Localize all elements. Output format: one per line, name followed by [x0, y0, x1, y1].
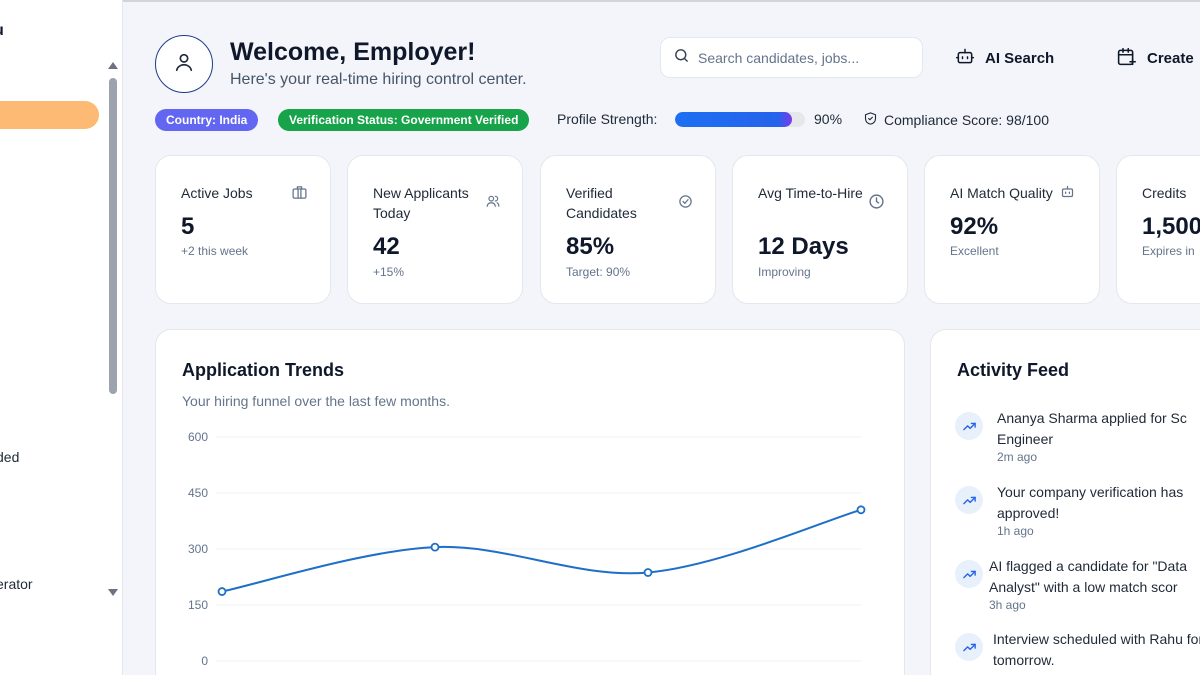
sidebar: u ded erator: [0, 0, 123, 675]
application-trends-card: Application Trends Your hiring funnel ov…: [155, 329, 905, 675]
y-tick-label: 300: [188, 542, 208, 556]
data-point[interactable]: [430, 542, 440, 552]
trending-up-icon: [955, 633, 983, 661]
application-trends-chart: 600 450 300 150 0: [188, 430, 866, 668]
feed-item-text: Interview scheduled with Rahu for tomorr…: [993, 631, 1200, 668]
stat-label: Avg Time-to-Hire: [758, 185, 863, 201]
stat-value: 85%: [566, 233, 615, 260]
feed-item-time: 3h ago: [989, 598, 1026, 612]
y-tick-label: 600: [188, 430, 208, 444]
chart-subtitle: Your hiring funnel over the last few mon…: [182, 393, 450, 409]
data-point[interactable]: [217, 587, 227, 596]
stat-label: Verified Candidates: [566, 185, 637, 221]
country-badge: Country: India: [155, 109, 259, 131]
compliance-score-label: Compliance Score: 98/100: [884, 112, 1049, 128]
sidebar-active-item[interactable]: [0, 101, 99, 129]
stat-note: Excellent: [950, 244, 999, 258]
create-label: Create: [1147, 50, 1194, 67]
bot-icon: [955, 46, 975, 70]
create-button[interactable]: Create: [1116, 46, 1194, 71]
feed-title: Activity Feed: [957, 360, 1070, 380]
stat-card-verified-candidates[interactable]: Verified Candidates 85% Target: 90%: [540, 155, 716, 304]
profile-strength-fill: [675, 112, 792, 127]
check-circle-icon: [678, 194, 693, 214]
stat-value: 5: [181, 213, 195, 240]
window-top-border: [0, 0, 1200, 2]
profile-strength-label: Profile Strength:: [557, 111, 658, 127]
search-icon: [673, 47, 690, 69]
calendar-plus-icon: [1116, 46, 1137, 71]
feed-item-time: 2m ago: [997, 450, 1038, 464]
shield-check-icon: [863, 111, 878, 129]
search-input[interactable]: [698, 49, 918, 66]
scroll-down-arrow-icon[interactable]: [108, 589, 118, 596]
y-tick-label: 0: [201, 654, 208, 668]
page-subtitle: Here's your real-time hiring control cen…: [230, 71, 527, 88]
feed-item-text: Ananya Sharma applied for Sc Engineer: [997, 410, 1187, 447]
compliance-score: Compliance Score: 98/100: [863, 111, 1049, 129]
avatar[interactable]: [155, 35, 213, 93]
y-tick-label: 450: [188, 486, 208, 500]
stat-note: Improving: [758, 265, 811, 279]
trending-up-icon: [955, 560, 983, 588]
activity-feed-card: Activity Feed Ananya Sharma applied for …: [930, 329, 1200, 675]
feed-item-text: Your company verification has approved!: [997, 484, 1184, 521]
clock-icon: [868, 193, 885, 215]
stat-note: +15%: [373, 265, 405, 279]
ai-search-button[interactable]: AI Search: [955, 46, 1054, 70]
stat-label: Active Jobs: [181, 185, 253, 201]
bot-icon: [1060, 184, 1075, 204]
profile-strength-value: 90%: [814, 111, 843, 127]
stat-value: 42: [373, 233, 400, 260]
stat-note: Expires in: [1142, 244, 1195, 258]
data-point[interactable]: [643, 568, 653, 577]
stat-value: 1,500: [1142, 213, 1200, 240]
sidebar-menu-title: u: [0, 22, 4, 40]
page-title: Welcome, Employer!: [230, 38, 476, 66]
chart-title: Application Trends: [182, 360, 345, 380]
data-point[interactable]: [856, 505, 866, 515]
scroll-up-arrow-icon[interactable]: [108, 62, 118, 69]
stat-value: 92%: [950, 213, 999, 240]
ai-search-label: AI Search: [985, 49, 1055, 67]
stat-note: Target: 90%: [566, 265, 631, 279]
stat-value: 12 Days: [758, 233, 849, 260]
search-box[interactable]: [660, 37, 923, 78]
scrollbar-thumb[interactable]: [109, 78, 117, 394]
sidebar-scrollbar[interactable]: [108, 62, 118, 596]
feed-item-text: AI flagged a candidate for "Data Analyst…: [989, 558, 1187, 595]
stat-card-ai-match-quality[interactable]: AI Match Quality 92% Excellent: [924, 155, 1100, 304]
y-tick-label: 150: [188, 598, 208, 612]
stat-label: New Applicants Today: [373, 185, 469, 221]
stat-label: Credits: [1142, 185, 1187, 201]
stat-note: +2 this week: [181, 244, 249, 258]
stat-card-new-applicants[interactable]: New Applicants Today 42 +15%: [347, 155, 523, 304]
stat-card-active-jobs[interactable]: Active Jobs 5 +2 this week: [155, 155, 331, 304]
profile-strength-bar: [675, 112, 805, 127]
verification-badge: Verification Status: Government Verified: [278, 109, 530, 131]
feed-item-time: 1h ago: [997, 524, 1034, 538]
sidebar-item-label[interactable]: ded: [0, 449, 20, 465]
stat-card-time-to-hire[interactable]: Avg Time-to-Hire 12 Days Improving: [732, 155, 908, 304]
trending-up-icon: [955, 412, 983, 440]
stat-card-credits[interactable]: Credits 1,500 Expires in: [1116, 155, 1200, 304]
stat-label: AI Match Quality: [950, 185, 1053, 201]
series-line: [221, 508, 862, 593]
user-icon: [173, 51, 195, 78]
trending-up-icon: [955, 486, 983, 514]
users-icon: [486, 194, 500, 213]
sidebar-item-label[interactable]: erator: [0, 576, 33, 592]
briefcase-icon: [291, 184, 308, 206]
